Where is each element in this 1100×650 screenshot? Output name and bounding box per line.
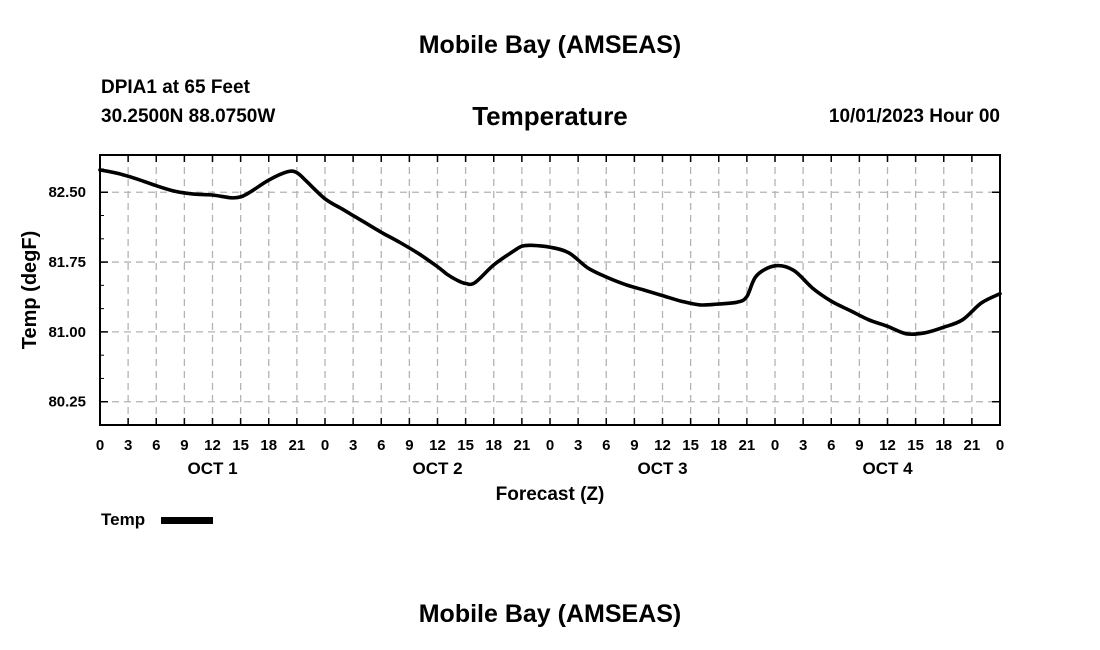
x-tick-label: 15 <box>907 437 924 454</box>
x-axis-label: Forecast (Z) <box>496 484 605 505</box>
x-tick-label: 18 <box>710 437 727 454</box>
x-tick-label: 15 <box>232 437 249 454</box>
y-tick-label: 81.75 <box>48 254 86 271</box>
footer-title: Mobile Bay (AMSEAS) <box>418 600 682 628</box>
y-tick-label: 81.00 <box>48 324 86 341</box>
x-tick-label: 0 <box>96 437 104 454</box>
legend-swatch <box>161 517 213 524</box>
x-tick-label: 12 <box>654 437 671 454</box>
x-tick-label: 9 <box>855 437 863 454</box>
x-day-label: OCT 1 <box>187 459 237 478</box>
x-tick-label: 0 <box>996 437 1004 454</box>
x-tick-label: 0 <box>546 437 554 454</box>
forecast-datetime: 10/01/2023 Hour 00 <box>828 106 1000 127</box>
x-tick-label: 12 <box>204 437 221 454</box>
axis-tick-labels: 0 3 6 9 12 15 18 21 0 3 6 9 12 15 18 21 0 3 6 9 12 15 18 21 0 3 6 9… <box>48 184 1004 478</box>
x-tick-label: 9 <box>180 437 188 454</box>
y-tick-label: 82.50 <box>48 184 86 201</box>
x-day-label: OCT 3 <box>637 459 687 478</box>
x-day-label: OCT 4 <box>862 459 913 478</box>
x-tick-label: 6 <box>602 437 610 454</box>
x-tick-label: 6 <box>152 437 160 454</box>
x-tick-label: 21 <box>739 437 756 454</box>
x-tick-label: 21 <box>289 437 306 454</box>
x-tick-label: 3 <box>349 437 357 454</box>
station-name: DPIA1 at 65 Feet <box>101 77 250 98</box>
x-tick-label: 0 <box>321 437 329 454</box>
chart-title: Temperature <box>472 101 628 131</box>
x-tick-label: 12 <box>429 437 446 454</box>
legend: Temp <box>101 510 213 529</box>
x-tick-label: 18 <box>260 437 277 454</box>
y-axis-label: Temp (degF) <box>19 231 41 350</box>
x-tick-label: 21 <box>964 437 981 454</box>
x-tick-label: 15 <box>457 437 474 454</box>
x-tick-label: 3 <box>574 437 582 454</box>
x-day-label: OCT 2 <box>412 459 462 478</box>
x-tick-label: 3 <box>124 437 132 454</box>
x-tick-label: 6 <box>377 437 385 454</box>
axis-ticks <box>99 155 1001 426</box>
legend-label: Temp <box>101 510 145 529</box>
x-tick-label: 12 <box>879 437 896 454</box>
series-layer <box>98 168 1002 337</box>
x-tick-label: 0 <box>771 437 779 454</box>
x-tick-label: 18 <box>935 437 952 454</box>
station-coordinates: 30.2500N 88.0750W <box>101 106 276 127</box>
x-tick-label: 3 <box>799 437 807 454</box>
x-tick-label: 9 <box>405 437 413 454</box>
x-tick-label: 21 <box>514 437 531 454</box>
x-tick-label: 15 <box>682 437 699 454</box>
y-tick-label: 80.25 <box>48 394 86 411</box>
x-tick-label: 18 <box>485 437 502 454</box>
grid-lines <box>100 155 1000 425</box>
x-tick-label: 9 <box>630 437 638 454</box>
series-line-temp <box>98 168 1002 337</box>
x-tick-label: 6 <box>827 437 835 454</box>
page-title: Mobile Bay (AMSEAS) <box>418 31 682 59</box>
